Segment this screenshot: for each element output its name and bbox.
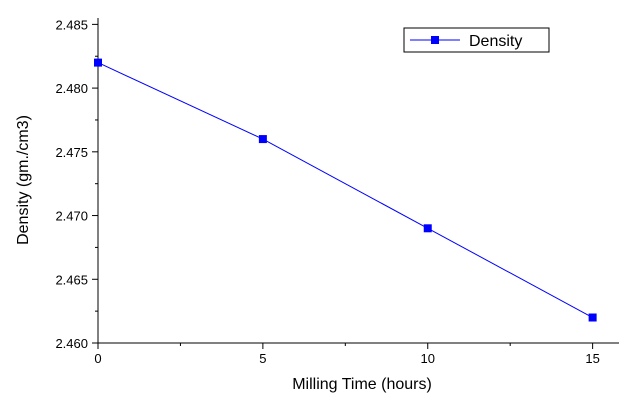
series-line-density (97, 62, 593, 318)
y-tick-label: 2.480 (55, 81, 88, 96)
x-axis-title: Milling Time (hours) (292, 376, 432, 393)
y-tick-label: 2.460 (55, 336, 88, 351)
y-tick-label: 2.465 (55, 272, 88, 287)
legend-marker (431, 36, 439, 44)
x-tick-label: 0 (94, 351, 101, 366)
legend: Density (403, 27, 550, 53)
x-tick-label: 15 (585, 351, 599, 366)
y-tick-label: 2.475 (55, 145, 88, 160)
y-tick-label: 2.470 (55, 209, 88, 224)
y-tick-label: 2.485 (55, 17, 88, 32)
axes: 2.460 2.465 2.470 2.475 2.480 2.485 0 5 10 15 (55, 17, 619, 366)
series-density (94, 58, 597, 322)
legend-label-density: Density (469, 33, 522, 50)
y-axis-title: Density (gm./cm3) (15, 115, 32, 245)
data-point (588, 313, 597, 322)
data-point (94, 58, 102, 67)
data-point (423, 224, 432, 233)
x-tick-label: 10 (421, 351, 435, 366)
x-tick-label: 5 (259, 351, 266, 366)
data-point (258, 135, 267, 144)
